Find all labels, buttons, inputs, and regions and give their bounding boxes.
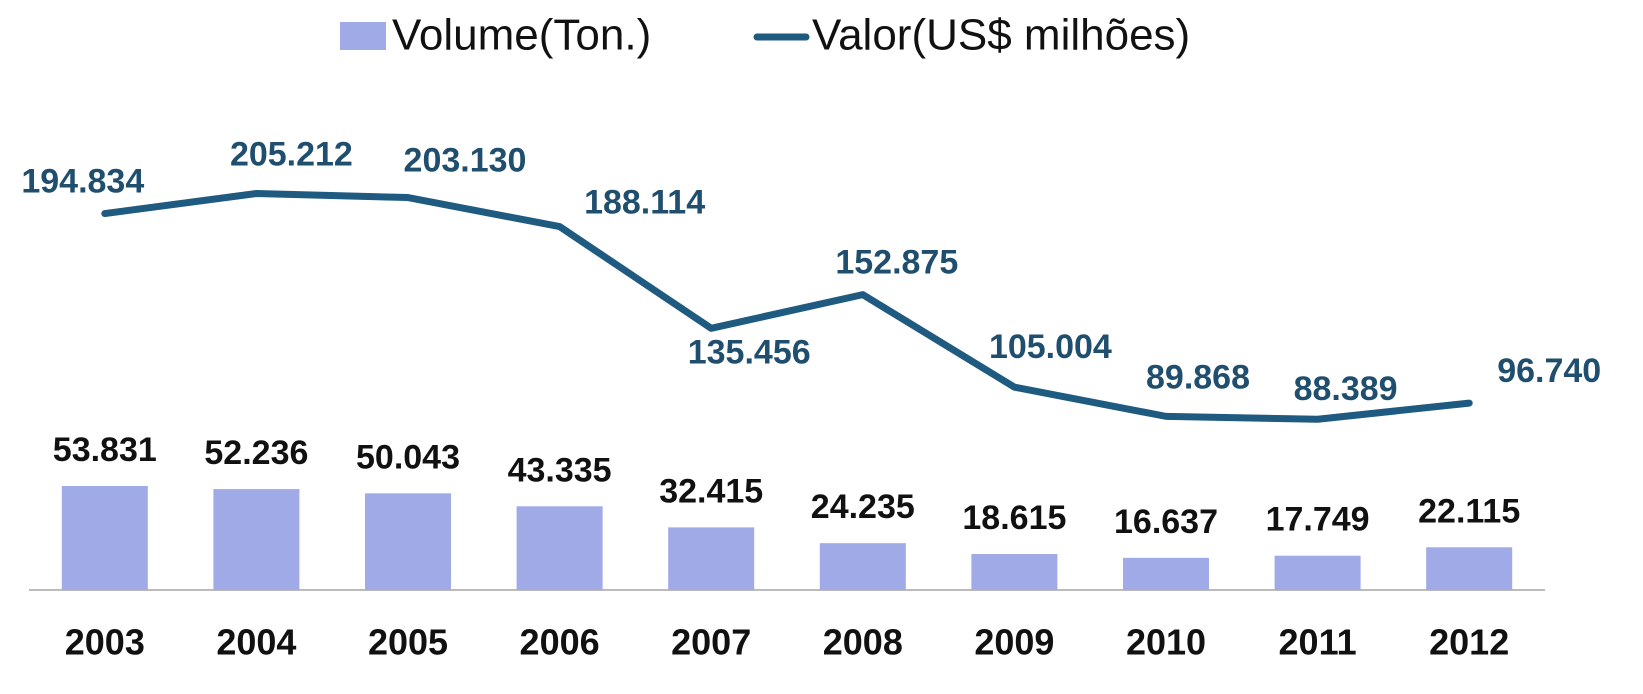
- bar: [1426, 547, 1513, 590]
- x-tick-label: 2005: [368, 622, 448, 663]
- line-value-label: 135.456: [688, 333, 811, 371]
- bar: [971, 554, 1058, 590]
- line-value-label: 188.114: [584, 184, 705, 222]
- x-tick-label: 2010: [1126, 622, 1206, 663]
- line-value-label: 96.740: [1497, 352, 1601, 390]
- bar: [819, 543, 906, 590]
- bar: [213, 489, 300, 590]
- bar-value-label: 43.335: [508, 451, 612, 489]
- bar-value-label: 18.615: [962, 499, 1066, 537]
- bar: [668, 527, 755, 590]
- x-tick-label: 2007: [671, 622, 751, 663]
- bar-value-label: 16.637: [1114, 503, 1218, 541]
- line-value-label: 194.834: [21, 163, 144, 201]
- bar-value-label: 24.235: [811, 488, 915, 526]
- line-value-label: 152.875: [835, 244, 958, 282]
- x-tick-label: 2011: [1279, 622, 1357, 663]
- x-tick-label: 2009: [974, 622, 1054, 663]
- bar-value-label: 17.749: [1266, 501, 1370, 539]
- x-tick-label: 2004: [216, 622, 296, 663]
- bar: [516, 506, 603, 590]
- x-tick-label: 2003: [65, 622, 145, 663]
- x-tick-label: 2012: [1429, 622, 1509, 663]
- x-tick-label: 2008: [823, 622, 903, 663]
- line: [101, 190, 1473, 423]
- line-value-label: 205.212: [230, 136, 353, 174]
- x-tick-label: 2006: [520, 622, 600, 663]
- bar: [1123, 557, 1209, 590]
- bar: [1274, 555, 1361, 590]
- line-value-label: 203.130: [404, 142, 527, 180]
- bar: [365, 493, 451, 590]
- bar-value-label: 22.115: [1418, 492, 1520, 530]
- bar-value-label: 53.831: [53, 431, 157, 469]
- line-value-label: 105.004: [989, 328, 1112, 366]
- line-value-label: 88.389: [1294, 370, 1398, 408]
- bar-value-label: 32.415: [659, 472, 763, 510]
- line-value-label: 89.868: [1146, 358, 1250, 396]
- bar-value-label: 52.236: [204, 434, 308, 472]
- legend-label: Volume(Ton.): [392, 11, 651, 60]
- legend-swatch: [340, 22, 386, 50]
- bar-value-label: 50.043: [356, 438, 460, 476]
- bar: [61, 485, 148, 590]
- legend-label: Valor(US$ milhões): [812, 11, 1190, 60]
